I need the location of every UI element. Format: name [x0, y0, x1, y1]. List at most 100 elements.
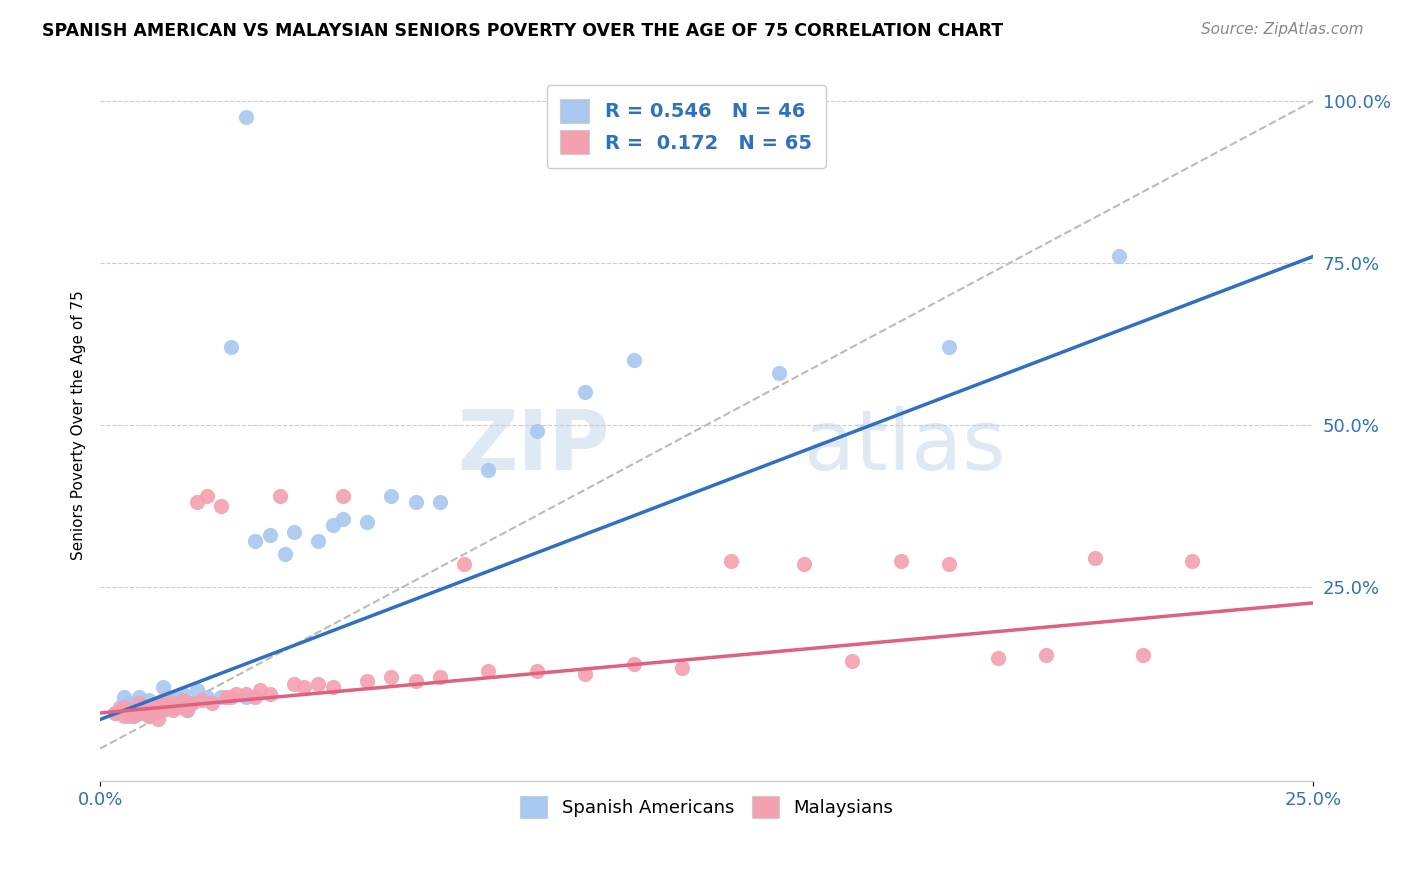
- Point: [526, 424, 548, 438]
- Point: [128, 696, 150, 710]
- Point: [623, 657, 645, 672]
- Point: [1035, 648, 1057, 662]
- Point: [162, 699, 184, 714]
- Point: [132, 706, 155, 720]
- Point: [118, 696, 141, 710]
- Point: [104, 706, 127, 720]
- Point: [122, 696, 145, 710]
- Point: [122, 709, 145, 723]
- Point: [574, 385, 596, 400]
- Point: [132, 699, 155, 714]
- Point: [148, 713, 170, 727]
- Point: [768, 366, 790, 380]
- Point: [405, 673, 427, 688]
- Point: [380, 670, 402, 684]
- Point: [138, 709, 160, 723]
- Point: [292, 680, 315, 694]
- Text: Source: ZipAtlas.com: Source: ZipAtlas.com: [1201, 22, 1364, 37]
- Point: [793, 557, 815, 571]
- Point: [108, 699, 131, 714]
- Point: [152, 703, 174, 717]
- Point: [259, 528, 281, 542]
- Point: [356, 515, 378, 529]
- Point: [195, 690, 218, 704]
- Point: [574, 667, 596, 681]
- Point: [269, 489, 291, 503]
- Point: [623, 353, 645, 368]
- Point: [380, 489, 402, 503]
- Point: [166, 690, 188, 704]
- Point: [118, 703, 141, 717]
- Point: [259, 687, 281, 701]
- Point: [477, 664, 499, 678]
- Text: SPANISH AMERICAN VS MALAYSIAN SENIORS POVERTY OVER THE AGE OF 75 CORRELATION CHA: SPANISH AMERICAN VS MALAYSIAN SENIORS PO…: [42, 22, 1004, 40]
- Point: [356, 673, 378, 688]
- Point: [322, 680, 344, 694]
- Point: [1181, 554, 1204, 568]
- Point: [1108, 249, 1130, 263]
- Point: [122, 703, 145, 717]
- Point: [477, 463, 499, 477]
- Point: [176, 703, 198, 717]
- Point: [235, 687, 257, 701]
- Point: [1084, 550, 1107, 565]
- Point: [181, 696, 204, 710]
- Point: [332, 489, 354, 503]
- Point: [157, 699, 180, 714]
- Point: [225, 687, 247, 701]
- Point: [405, 495, 427, 509]
- Point: [322, 518, 344, 533]
- Text: atlas: atlas: [804, 406, 1005, 487]
- Point: [308, 534, 330, 549]
- Point: [166, 699, 188, 714]
- Point: [429, 495, 451, 509]
- Point: [172, 693, 194, 707]
- Point: [1132, 648, 1154, 662]
- Point: [112, 699, 135, 714]
- Point: [249, 683, 271, 698]
- Point: [186, 495, 208, 509]
- Point: [142, 706, 165, 720]
- Point: [128, 690, 150, 704]
- Y-axis label: Seniors Poverty Over the Age of 75: Seniors Poverty Over the Age of 75: [72, 290, 86, 559]
- Point: [938, 340, 960, 354]
- Point: [138, 709, 160, 723]
- Point: [720, 554, 742, 568]
- Point: [209, 499, 232, 513]
- Point: [209, 690, 232, 704]
- Point: [172, 687, 194, 701]
- Point: [219, 340, 242, 354]
- Point: [112, 709, 135, 723]
- Point: [142, 706, 165, 720]
- Point: [429, 670, 451, 684]
- Point: [104, 706, 127, 720]
- Point: [332, 511, 354, 525]
- Point: [201, 696, 224, 710]
- Point: [118, 706, 141, 720]
- Point: [235, 690, 257, 704]
- Point: [526, 664, 548, 678]
- Point: [191, 693, 214, 707]
- Point: [118, 709, 141, 723]
- Point: [890, 554, 912, 568]
- Point: [152, 696, 174, 710]
- Point: [148, 703, 170, 717]
- Point: [138, 693, 160, 707]
- Point: [273, 547, 295, 561]
- Point: [235, 110, 257, 124]
- Point: [162, 703, 184, 717]
- Point: [112, 690, 135, 704]
- Point: [157, 690, 180, 704]
- Point: [138, 699, 160, 714]
- Point: [987, 651, 1010, 665]
- Point: [245, 690, 267, 704]
- Point: [283, 524, 305, 539]
- Point: [176, 703, 198, 717]
- Point: [215, 690, 238, 704]
- Point: [148, 696, 170, 710]
- Point: [841, 654, 863, 668]
- Legend: Spanish Americans, Malaysians: Spanish Americans, Malaysians: [513, 789, 901, 825]
- Point: [162, 696, 184, 710]
- Point: [195, 489, 218, 503]
- Point: [128, 703, 150, 717]
